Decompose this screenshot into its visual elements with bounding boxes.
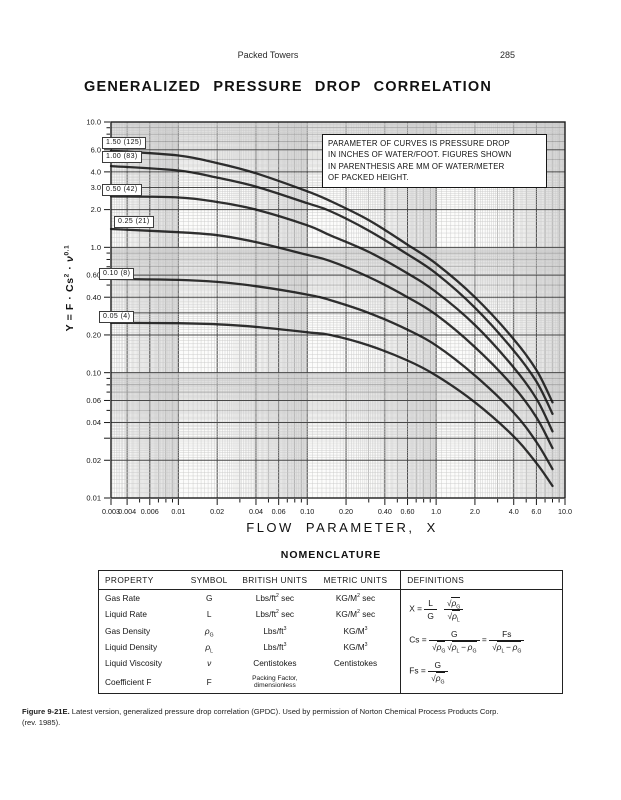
- curve-label-005: 0.05 (4): [99, 311, 135, 323]
- curve-label-050: 0.50 (42): [102, 184, 142, 196]
- figure-caption: Figure 9-21E. Latest version, generalize…: [22, 707, 600, 728]
- cell-symbol: G: [205, 593, 213, 604]
- cell-metric: KG/M3: [343, 625, 368, 636]
- svg-text:0.06: 0.06: [86, 396, 101, 405]
- svg-text:10.0: 10.0: [86, 118, 101, 127]
- table-header-row: PROPERTY SYMBOL BRITISH UNITS METRIC UNI…: [98, 570, 563, 590]
- cell-property: Coefficient F: [105, 677, 152, 688]
- svg-text:2.0: 2.0: [470, 507, 480, 516]
- svg-text:2.0: 2.0: [91, 205, 101, 214]
- svg-text:0.02: 0.02: [210, 507, 224, 516]
- definition-cs: Cs = G √ρG √ρL − ρG = Fs √ρL − ρG: [409, 629, 560, 654]
- cell-property: Liquid Density: [105, 642, 158, 653]
- svg-text:0.04: 0.04: [249, 507, 263, 516]
- parameter-annotation-box: PARAMETER OF CURVES IS PRESSURE DROP IN I…: [322, 134, 547, 189]
- table-row: Liquid Density ρL Lbs/ft3 KG/M3: [99, 639, 563, 655]
- svg-text:3.0: 3.0: [91, 183, 101, 192]
- definition-x: X = L G √ρG √ρL: [409, 596, 560, 623]
- cell-british: Lbs/ft3: [263, 625, 287, 636]
- cell-british: Lbs/ft2 sec: [255, 609, 295, 620]
- cell-british: Centistokes: [253, 658, 297, 669]
- cell-property: Liquid Rate: [105, 609, 147, 620]
- curve-label-150: 1.50 (125): [102, 137, 146, 149]
- cell-british: Lbs/ft3: [263, 642, 287, 653]
- cell-property: Liquid Viscosity: [105, 658, 163, 669]
- page-number: 285: [500, 50, 516, 60]
- cell-symbol: ρL: [205, 642, 213, 655]
- svg-text:0.01: 0.01: [171, 507, 185, 516]
- cell-metric: KG/M2 sec: [335, 593, 376, 604]
- svg-text:0.01: 0.01: [86, 494, 101, 503]
- nomenclature-table: PROPERTY SYMBOL BRITISH UNITS METRIC UNI…: [98, 570, 563, 694]
- svg-text:0.40: 0.40: [378, 507, 392, 516]
- svg-text:0.04: 0.04: [86, 418, 101, 427]
- cell-symbol: ρG: [204, 625, 214, 639]
- curve-label-100: 1.00 (83): [102, 151, 142, 163]
- cell-british: Lbs/ft2 sec: [255, 593, 295, 604]
- svg-text:0.004: 0.004: [118, 507, 136, 516]
- svg-text:10.0: 10.0: [558, 507, 572, 516]
- cell-metric: KG/M3: [343, 642, 368, 653]
- cell-symbol: L: [206, 609, 212, 620]
- svg-text:0.20: 0.20: [339, 507, 353, 516]
- svg-text:0.60: 0.60: [86, 271, 101, 280]
- table-row: Gas Density ρG Lbs/ft3 KG/M3: [99, 623, 563, 639]
- svg-text:0.40: 0.40: [86, 293, 101, 302]
- col-header-property: PROPERTY: [98, 570, 182, 590]
- svg-text:6.0: 6.0: [531, 507, 541, 516]
- table-row: Gas Rate G Lbs/ft2 sec KG/M2 sec X = L G √…: [99, 589, 563, 694]
- cell-symbol: F: [206, 677, 212, 688]
- cell-british: Packing Factor, dimensionless: [252, 674, 298, 690]
- figure-caption-number: Figure 9-21E.: [22, 707, 70, 716]
- cell-property: Gas Rate: [105, 593, 141, 604]
- curve-label-010: 0.10 (8): [99, 268, 135, 280]
- definition-fs: Fs = G √ρG: [409, 660, 560, 685]
- svg-text:0.006: 0.006: [141, 507, 159, 516]
- cell-property: Gas Density: [105, 625, 151, 636]
- svg-text:1.0: 1.0: [431, 507, 441, 516]
- curve-label-025: 0.25 (21): [114, 216, 154, 228]
- col-header-symbol: SYMBOL: [181, 570, 239, 590]
- cell-metric: Centistokes: [333, 658, 378, 669]
- running-header: Packed Towers: [237, 50, 299, 60]
- svg-text:0.10: 0.10: [86, 368, 101, 377]
- figure-caption-line2: (rev. 1985).: [22, 717, 61, 727]
- svg-text:0.60: 0.60: [401, 507, 415, 516]
- x-axis-title: FLOW PARAMETER, X: [246, 520, 438, 535]
- cell-metric: [313, 671, 401, 693]
- svg-text:0.06: 0.06: [272, 507, 286, 516]
- col-header-metric: METRIC UNITS: [312, 570, 401, 590]
- table-row: Liquid Viscosity ν Centistokes Centistok…: [99, 655, 563, 671]
- svg-text:0.003: 0.003: [102, 507, 120, 516]
- svg-text:6.0: 6.0: [91, 145, 101, 154]
- cell-metric: KG/M2 sec: [335, 609, 376, 620]
- svg-text:1.0: 1.0: [91, 243, 101, 252]
- svg-text:0.20: 0.20: [86, 331, 101, 340]
- svg-text:4.0: 4.0: [509, 507, 519, 516]
- svg-text:4.0: 4.0: [91, 167, 101, 176]
- col-header-british: BRITISH UNITS: [239, 570, 313, 590]
- cell-symbol: ν: [207, 658, 212, 669]
- figure-caption-text: Latest version, generalized pressure dro…: [69, 707, 499, 716]
- svg-text:0.10: 0.10: [300, 507, 314, 516]
- y-axis-title: Y = F · Cs2 · ν0.1: [63, 244, 77, 332]
- table-row: Coefficient F F Packing Factor, dimension…: [99, 671, 563, 693]
- col-header-definitions: DEFINITIONS: [400, 570, 563, 590]
- nomenclature-title: NOMENCLATURE: [280, 549, 382, 561]
- chart-title: GENERALIZED PRESSURE DROP CORRELATION: [83, 79, 493, 95]
- definitions-cell: X = L G √ρG √ρL Cs = G √ρG √ρL − ρG = Fs √ρL …: [400, 589, 563, 694]
- svg-text:0.02: 0.02: [86, 456, 101, 465]
- table-row: Liquid Rate L Lbs/ft2 sec KG/M2 sec: [99, 606, 563, 622]
